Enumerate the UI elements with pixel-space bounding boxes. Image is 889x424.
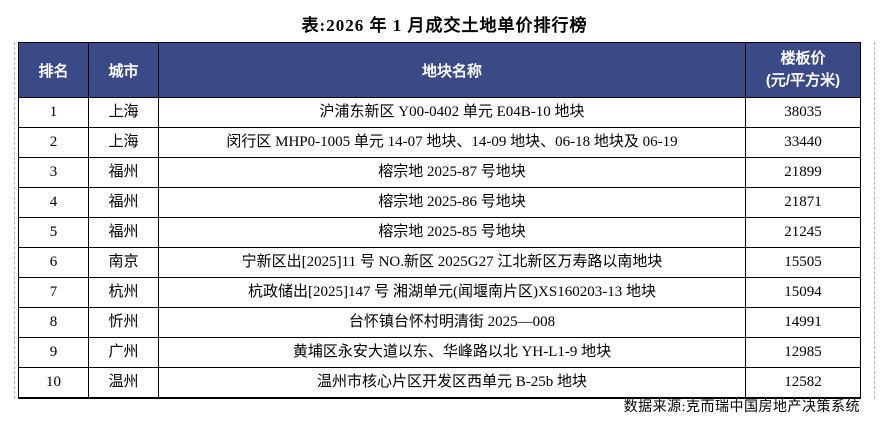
col-header-city: 城市 xyxy=(88,42,159,98)
price-cell: 21899 xyxy=(745,157,861,188)
price-cell: 12582 xyxy=(745,367,861,399)
rank-cell: 7 xyxy=(18,277,89,308)
col-header-price: 楼板价 (元/平方米) xyxy=(745,42,861,98)
table-row: 9 广州 黄埔区永安大道以东、华峰路以北 YH-L1-9 地块 12985 xyxy=(18,337,861,368)
city-cell: 杭州 xyxy=(88,277,159,308)
rank-cell: 10 xyxy=(18,367,89,399)
name-cell: 黄埔区永安大道以东、华峰路以北 YH-L1-9 地块 xyxy=(158,337,746,368)
table-row: 4 福州 榕宗地 2025-86 号地块 21871 xyxy=(18,187,861,218)
city-cell: 福州 xyxy=(88,187,159,218)
city-cell: 广州 xyxy=(88,337,159,368)
col-header-rank: 排名 xyxy=(18,42,89,98)
name-cell: 沪浦东新区 Y00-0402 单元 E04B-10 地块 xyxy=(158,97,746,128)
table-row: 10 温州 温州市核心片区开发区西单元 B-25b 地块 12582 xyxy=(18,367,861,399)
name-cell: 榕宗地 2025-86 号地块 xyxy=(158,187,746,218)
table-row: 3 福州 榕宗地 2025-87 号地块 21899 xyxy=(18,157,861,188)
col-header-price-line1: 楼板价 xyxy=(780,50,826,67)
rank-cell: 2 xyxy=(18,127,89,158)
price-cell: 15505 xyxy=(745,247,861,278)
table-row: 5 福州 榕宗地 2025-85 号地块 21245 xyxy=(18,217,861,248)
table-header: 排名 城市 地块名称 楼板价 (元/平方米) xyxy=(18,42,861,98)
table-row: 7 杭州 杭政储出[2025]147 号 湘湖单元(闻堰南片区)XS160203-1… xyxy=(18,277,861,308)
dashed-gridline-right xyxy=(874,42,875,399)
header-row: 排名 城市 地块名称 楼板价 (元/平方米) xyxy=(18,42,861,98)
price-cell: 15094 xyxy=(745,277,861,308)
table-container: 排名 城市 地块名称 楼板价 (元/平方米) 1 上海 沪浦东新区 Y00-0402… xyxy=(14,42,875,399)
price-cell: 21871 xyxy=(745,187,861,218)
page-title: 表:2026 年 1 月成交土地单价排行榜 xyxy=(301,16,588,35)
table-row: 6 南京 宁新区出[2025]11 号 NO.新区 2025G27 江北新区万寿路以… xyxy=(18,247,861,278)
col-header-name: 地块名称 xyxy=(158,42,746,98)
table-row: 8 忻州 台怀镇台怀村明清街 2025—008 14991 xyxy=(18,307,861,338)
price-cell: 14991 xyxy=(745,307,861,338)
name-cell: 闵行区 MHP0-1005 单元 14-07 地块、14-09 地块、06-18… xyxy=(158,127,746,158)
price-cell: 33440 xyxy=(745,127,861,158)
name-cell: 宁新区出[2025]11 号 NO.新区 2025G27 江北新区万寿路以南地块 xyxy=(158,247,746,278)
price-cell: 12985 xyxy=(745,337,861,368)
dashed-gridline-left xyxy=(14,42,15,399)
table-row: 1 上海 沪浦东新区 Y00-0402 单元 E04B-10 地块 38035 xyxy=(18,97,861,128)
name-cell: 榕宗地 2025-87 号地块 xyxy=(158,157,746,188)
col-header-price-line2: (元/平方米) xyxy=(765,72,841,89)
data-source-note: 数据来源:克而瑞中国房地产决策系统 xyxy=(623,400,860,415)
name-cell: 杭政储出[2025]147 号 湘湖单元(闻堰南片区)XS160203-13 地… xyxy=(158,277,746,308)
name-cell: 温州市核心片区开发区西单元 B-25b 地块 xyxy=(158,367,746,399)
city-cell: 上海 xyxy=(88,127,159,158)
rank-cell: 8 xyxy=(18,307,89,338)
rank-cell: 1 xyxy=(18,97,89,128)
rank-cell: 6 xyxy=(18,247,89,278)
table-row: 2 上海 闵行区 MHP0-1005 单元 14-07 地块、14-09 地块、06… xyxy=(18,127,861,158)
land-price-ranking-table: 排名 城市 地块名称 楼板价 (元/平方米) 1 上海 沪浦东新区 Y00-0402… xyxy=(18,42,861,399)
city-cell: 忻州 xyxy=(88,307,159,338)
city-cell: 福州 xyxy=(88,217,159,248)
city-cell: 福州 xyxy=(88,157,159,188)
price-cell: 38035 xyxy=(745,97,861,128)
city-cell: 温州 xyxy=(88,367,159,399)
name-cell: 台怀镇台怀村明清街 2025—008 xyxy=(158,307,746,338)
rank-cell: 4 xyxy=(18,187,89,218)
name-cell: 榕宗地 2025-85 号地块 xyxy=(158,217,746,248)
city-cell: 南京 xyxy=(88,247,159,278)
rank-cell: 5 xyxy=(18,217,89,248)
city-cell: 上海 xyxy=(88,97,159,128)
table-body: 1 上海 沪浦东新区 Y00-0402 单元 E04B-10 地块 38035 2 上海闵… xyxy=(18,97,861,399)
rank-cell: 9 xyxy=(18,337,89,368)
price-cell: 21245 xyxy=(745,217,861,248)
rank-cell: 3 xyxy=(18,157,89,188)
